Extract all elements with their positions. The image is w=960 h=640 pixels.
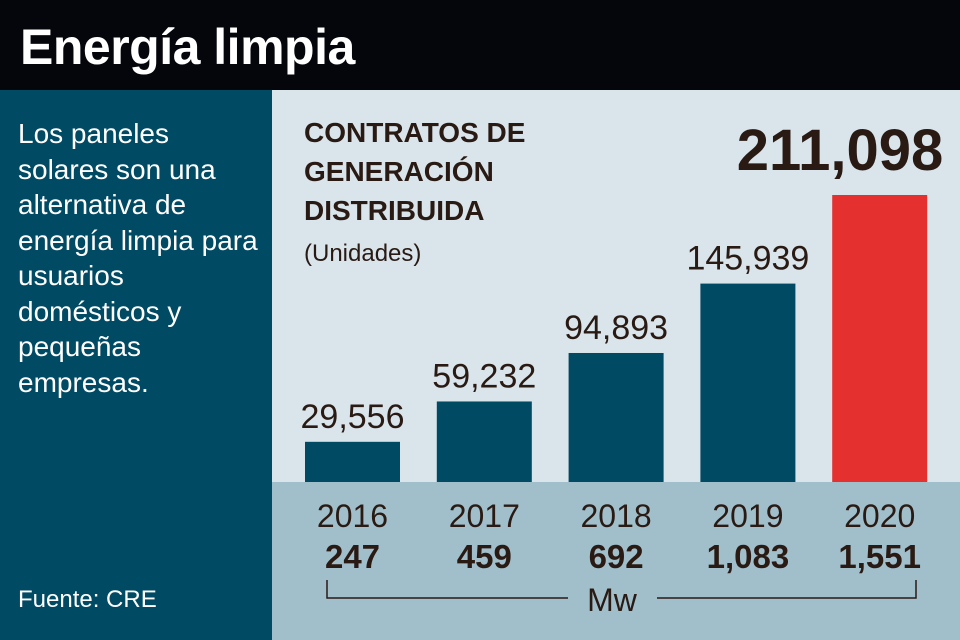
mw-value-2020: 1,551 xyxy=(838,538,921,575)
value-label-2016: 29,556 xyxy=(301,398,405,436)
chart-title: CONTRATOS DE GENERACIÓN DISTRIBUIDA xyxy=(304,113,584,230)
value-label-2018: 94,893 xyxy=(564,309,668,347)
value-label-2019: 145,939 xyxy=(686,240,809,278)
x-tick-2016: 2016 xyxy=(317,498,388,534)
mw-value-2017: 459 xyxy=(457,538,512,575)
source-note: Fuente: CRE xyxy=(18,586,157,613)
chart-subtitle: (Unidades) xyxy=(304,240,422,267)
axis-band xyxy=(272,482,960,640)
bar-2019 xyxy=(700,283,796,482)
x-tick-2019: 2019 xyxy=(712,498,783,534)
value-label-2020: 211,098 xyxy=(737,118,943,183)
x-tick-2017: 2017 xyxy=(449,498,520,534)
sidebar xyxy=(0,90,272,640)
mw-value-2018: 692 xyxy=(589,538,644,575)
bar-2017 xyxy=(436,401,532,482)
header: Energía limpia xyxy=(0,0,960,90)
chart-title-text: CONTRATOS DE GENERACIÓN DISTRIBUIDA xyxy=(304,117,526,226)
x-tick-2018: 2018 xyxy=(581,498,652,534)
description: Los paneles solares son una alternativa … xyxy=(18,118,258,398)
bar-2018 xyxy=(568,352,664,482)
x-tick-2020: 2020 xyxy=(844,498,915,534)
page-title: Energía limpia xyxy=(20,19,355,75)
mw-bracket xyxy=(326,580,917,599)
value-label-2017: 59,232 xyxy=(432,357,536,395)
bar-2016 xyxy=(305,441,400,482)
mw-unit-label: Mw xyxy=(587,582,638,618)
bar-2020 xyxy=(832,195,928,482)
mw-value-2016: 247 xyxy=(325,538,380,575)
mw-value-2019: 1,083 xyxy=(707,538,790,575)
bar-chart: 29,556 2016 247 59,232 2017 459 94,893 2018 692 1… xyxy=(272,90,960,640)
